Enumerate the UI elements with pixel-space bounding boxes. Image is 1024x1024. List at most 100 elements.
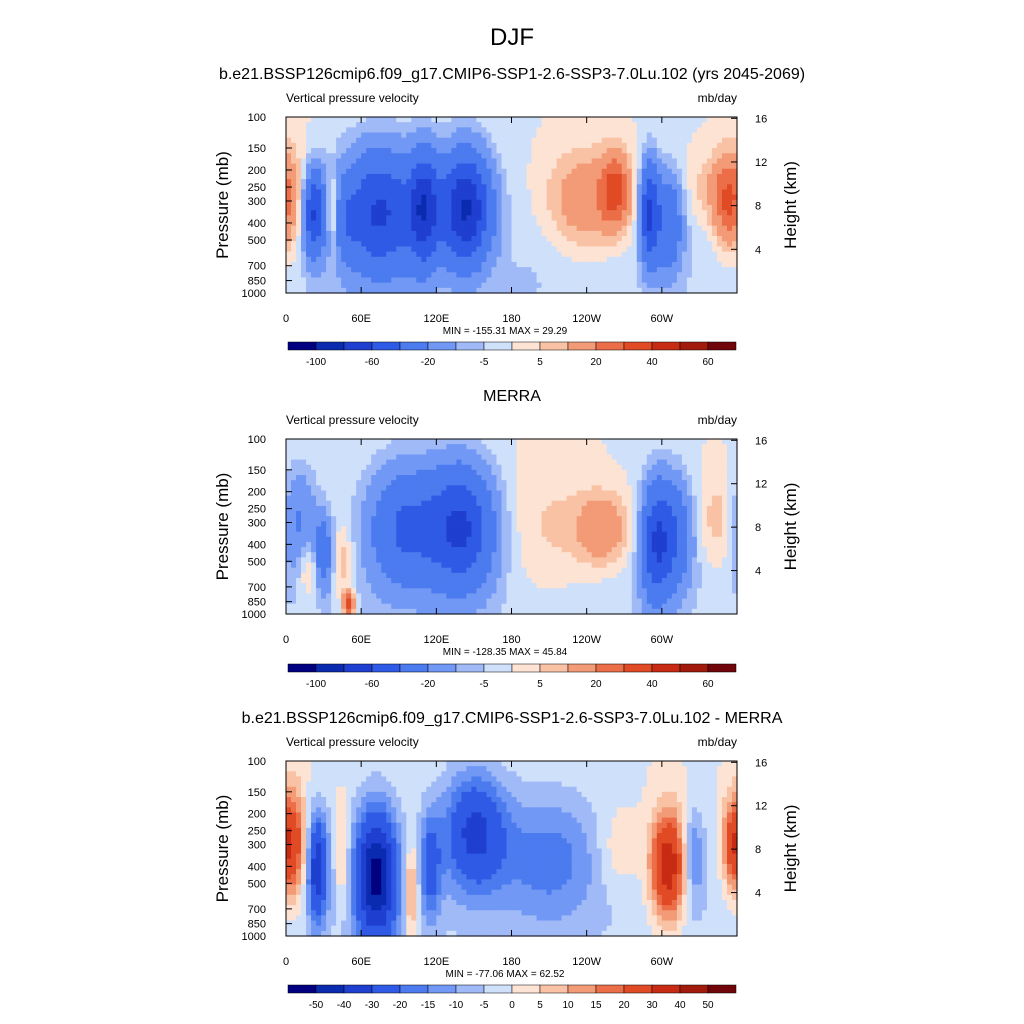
heatmap-cell: [536, 536, 543, 543]
heatmap-cell: [566, 516, 573, 522]
heatmap-cell: [711, 210, 718, 216]
heatmap-cell: [346, 459, 352, 466]
heatmap-cell: [436, 287, 442, 294]
heatmap-cell: [416, 485, 422, 492]
heatmap-cell: [311, 179, 317, 185]
heatmap-cell: [656, 230, 663, 237]
heatmap-cell: [296, 132, 302, 139]
heatmap-cell: [366, 469, 372, 476]
heatmap-cell: [386, 261, 392, 268]
heatmap-cell: [376, 230, 382, 237]
heatmap-cell: [291, 469, 297, 476]
heatmap-cell: [571, 210, 578, 216]
heatmap-cell: [636, 205, 643, 211]
heatmap-cell: [441, 541, 447, 548]
heatmap-cell: [646, 444, 653, 450]
heatmap-cell: [491, 511, 498, 517]
heatmap-cell: [596, 516, 603, 522]
heatmap-cell: [431, 127, 437, 134]
heatmap-cell: [476, 173, 483, 180]
heatmap-cell: [691, 500, 698, 507]
heatmap-cell: [641, 516, 648, 522]
heatmap-cell: [676, 256, 683, 263]
heatmap-cell: [616, 439, 623, 445]
heatmap-cell: [631, 526, 638, 533]
heatmap-cell: [481, 475, 488, 481]
heatmap-cell: [561, 194, 568, 201]
heatmap-cell: [641, 480, 648, 486]
heatmap-cell: [616, 179, 623, 185]
heatmap-cell: [576, 505, 583, 512]
heatmap-cell: [426, 511, 432, 517]
heatmap-cell: [451, 531, 457, 538]
heatmap-cell: [526, 225, 533, 232]
heatmap-cell: [426, 142, 432, 149]
heatmap-cell: [506, 464, 513, 471]
heatmap-cell: [536, 444, 543, 450]
heatmap-cell: [396, 521, 402, 528]
heatmap-cell: [391, 495, 397, 502]
heatmap-cell: [431, 531, 437, 538]
heatmap-cell: [606, 241, 613, 248]
heatmap-cell: [481, 215, 488, 222]
heatmap-cell: [386, 179, 392, 185]
heatmap-cell: [446, 148, 452, 154]
heatmap-cell: [506, 536, 513, 543]
heatmap-cell: [721, 241, 728, 248]
heatmap-cell: [336, 127, 342, 134]
heatmap-cell: [601, 173, 608, 180]
heatmap-cell: [686, 267, 693, 273]
heatmap-cell: [701, 246, 708, 253]
heatmap-cell: [611, 282, 618, 289]
heatmap-cell: [401, 526, 407, 533]
heatmap-cell: [541, 132, 548, 139]
heatmap-cell: [316, 464, 322, 471]
heatmap-cell: [356, 277, 362, 284]
heatmap-cell: [296, 122, 302, 128]
heatmap-cell: [381, 531, 387, 538]
heatmap-cell: [661, 127, 668, 134]
heatmap-cell: [531, 122, 538, 128]
heatmap-cell: [511, 287, 518, 294]
heatmap-cell: [411, 521, 417, 528]
heatmap-cell: [376, 480, 382, 486]
heatmap-cell: [386, 282, 392, 289]
heatmap-cell: [311, 464, 317, 471]
heatmap-cell: [711, 439, 718, 445]
heatmap-cell: [446, 205, 452, 211]
heatmap-cell: [611, 261, 618, 268]
heatmap-cell: [661, 439, 668, 445]
heatmap-cell: [596, 194, 603, 201]
heatmap-cell: [466, 272, 473, 279]
heatmap-cell: [551, 215, 558, 222]
heatmap-cell: [596, 531, 603, 538]
heatmap-cell: [646, 495, 653, 502]
heatmap-cell: [656, 148, 663, 154]
heatmap-cell: [546, 153, 553, 160]
heatmap-cell: [551, 459, 558, 466]
heatmap-cell: [556, 142, 563, 149]
heatmap-cell: [331, 137, 337, 144]
heatmap-cell: [566, 444, 573, 450]
heatmap-cell: [351, 287, 357, 294]
heatmap-cell: [636, 475, 643, 481]
heatmap-cell: [626, 173, 633, 180]
heatmap-cell: [436, 225, 442, 232]
heatmap-cell: [401, 205, 407, 211]
heatmap-cell: [561, 444, 568, 450]
heatmap-cell: [621, 282, 628, 289]
heatmap-cell: [686, 194, 693, 201]
heatmap-cell: [661, 163, 668, 170]
heatmap-cell: [576, 194, 583, 201]
heatmap-cell: [656, 184, 663, 191]
heatmap-cell: [421, 267, 427, 273]
heatmap-cell: [426, 454, 432, 461]
heatmap-cell: [541, 287, 548, 294]
heatmap-cell: [511, 516, 518, 522]
heatmap-cell: [671, 241, 678, 248]
heatmap-cell: [546, 184, 553, 191]
heatmap-cell: [536, 505, 543, 512]
heatmap-cell: [656, 521, 663, 528]
heatmap-cell: [386, 495, 392, 502]
heatmap-cell: [391, 137, 397, 144]
